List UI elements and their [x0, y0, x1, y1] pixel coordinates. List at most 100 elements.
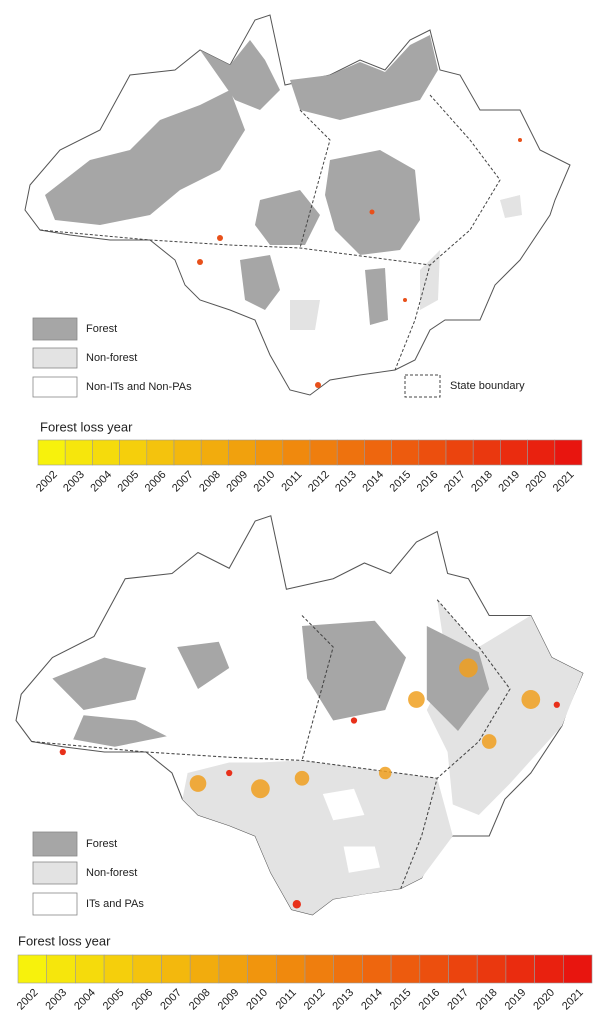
colorbar-cell — [505, 954, 535, 984]
colorbar-cell — [189, 954, 220, 984]
colorbar-label: 2015 — [388, 469, 414, 495]
legend-label: Non-forest — [86, 867, 137, 879]
colorbar-label: 2018 — [474, 987, 500, 1013]
colorbar-cell — [275, 954, 306, 984]
legend-label: Non-forest — [86, 352, 137, 364]
colorbar-cell — [255, 439, 284, 466]
colorbar-cell — [534, 954, 564, 984]
legend-swatch — [32, 831, 78, 857]
colorbar-label: 2011 — [279, 469, 304, 494]
colorbar-title: Forest loss year — [18, 933, 111, 948]
colorbar-label: 2020 — [531, 987, 557, 1013]
colorbar-label: 2016 — [417, 987, 443, 1013]
colorbar-label: 2019 — [496, 469, 522, 495]
colorbar-label: 2006 — [130, 987, 156, 1013]
colorbar-cell — [419, 954, 449, 984]
map-bottom — [15, 515, 584, 916]
colorbar-cell — [527, 439, 556, 466]
colorbar-cell — [119, 439, 148, 466]
colorbar-cell — [200, 439, 229, 466]
legend-swatch — [32, 861, 78, 885]
colorbar: 2002 2003 2004 2005 2006 2007 2008 2009 2010 2011… — [15, 954, 593, 1013]
colorbar-cell — [390, 954, 421, 984]
colorbar-label: 2021 — [560, 987, 586, 1013]
colorbar-cell — [445, 439, 474, 466]
colorbar-cell — [333, 954, 363, 984]
colorbar-label: 2008 — [187, 987, 213, 1013]
colorbar-cell — [161, 954, 191, 984]
colorbar-label: 2007 — [170, 469, 196, 495]
colorbar-label: 2002 — [34, 469, 60, 495]
colorbar-cell — [92, 439, 120, 466]
colorbar-cell — [103, 954, 134, 984]
colorbar-label: 2007 — [158, 987, 184, 1013]
colorbar-label: 2014 — [359, 987, 385, 1013]
colorbar-cell — [247, 954, 277, 984]
legend-swatch — [32, 347, 78, 369]
boundary-swatch — [404, 374, 441, 398]
colorbar-cell — [364, 439, 392, 466]
colorbar-label: 2016 — [415, 469, 441, 495]
colorbar-cell — [336, 439, 365, 466]
colorbar-label: 2005 — [101, 987, 127, 1013]
colorbar-cell — [562, 954, 593, 984]
colorbar-cell — [46, 954, 76, 984]
legend-swatch — [32, 376, 78, 398]
colorbar-cell — [64, 439, 93, 466]
legend-label: Non-ITs and Non-PAs — [86, 381, 192, 393]
colorbar-label: 2019 — [503, 987, 529, 1013]
legend-label: State boundary — [450, 380, 525, 392]
colorbar-cell — [476, 954, 507, 984]
colorbar-label: 2011 — [274, 987, 299, 1012]
colorbar-cell — [173, 439, 202, 466]
colorbar-cell — [448, 954, 478, 984]
colorbar-label: 2012 — [306, 469, 332, 495]
colorbar-label: 2010 — [244, 987, 270, 1013]
colorbar-label: 2004 — [88, 469, 114, 495]
colorbar-cell — [500, 439, 528, 466]
colorbar-cell — [554, 439, 583, 466]
colorbar-cell — [391, 439, 420, 466]
colorbar-label: 2012 — [302, 987, 328, 1013]
colorbar: 2002 2003 2004 2005 2006 2007 2008 2009 2010 2011… — [34, 439, 583, 495]
legend-label: Forest — [86, 323, 117, 335]
colorbar-label: 2014 — [360, 469, 386, 495]
colorbar-label: 2009 — [224, 469, 250, 495]
colorbar-label: 2013 — [333, 469, 359, 495]
colorbar-label: 2004 — [72, 987, 98, 1013]
colorbar-label: 2002 — [15, 987, 41, 1013]
colorbar-cell — [309, 439, 338, 466]
colorbar-label: 2010 — [252, 469, 278, 495]
colorbar-label: 2009 — [216, 987, 242, 1013]
colorbar-cell — [75, 954, 105, 984]
colorbar-cell — [132, 954, 162, 984]
colorbar-cell — [472, 439, 501, 466]
colorbar-label: 2013 — [330, 987, 356, 1013]
colorbar-cell — [282, 439, 311, 466]
colorbar-cell — [418, 439, 447, 466]
colorbar-cell — [17, 954, 48, 984]
colorbar-cell — [304, 954, 335, 984]
colorbar-label: 2017 — [445, 987, 471, 1013]
colorbar-label: 2015 — [388, 987, 414, 1013]
colorbar-label: 2008 — [197, 469, 223, 495]
colorbar-cell — [218, 954, 248, 984]
colorbar-cell — [228, 439, 256, 466]
colorbar-cell — [146, 439, 175, 466]
colorbar-label: 2005 — [116, 469, 142, 495]
colorbar-label: 2021 — [551, 469, 577, 495]
colorbar-label: 2018 — [469, 469, 495, 495]
colorbar-cell — [37, 439, 66, 466]
legend-label: ITs and PAs — [86, 898, 144, 910]
colorbar-label: 2003 — [61, 469, 87, 495]
colorbar-label: 2003 — [43, 987, 69, 1013]
colorbar-label: 2006 — [143, 469, 169, 495]
legend-swatch — [32, 317, 78, 341]
colorbar-label: 2017 — [442, 469, 468, 495]
colorbar-label: 2020 — [524, 469, 550, 495]
colorbar-title: Forest loss year — [40, 419, 133, 434]
colorbar-cell — [362, 954, 392, 984]
legend-swatch — [32, 892, 78, 916]
